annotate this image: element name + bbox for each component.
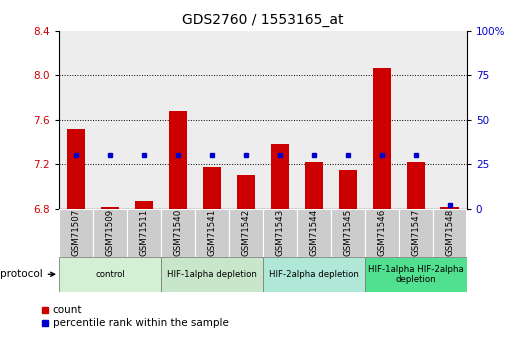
Text: GSM71507: GSM71507 (71, 209, 81, 256)
Text: HIF-1alpha HIF-2alpha
depletion: HIF-1alpha HIF-2alpha depletion (368, 265, 464, 284)
Bar (101, 207, 120, 209)
Bar (297, 31, 331, 209)
Bar (134, 201, 153, 209)
Bar (236, 175, 255, 209)
Text: GSM71545: GSM71545 (343, 209, 352, 256)
Bar (441, 207, 459, 209)
Text: GSM71509: GSM71509 (106, 209, 114, 256)
Bar (365, 31, 399, 209)
Bar (372, 68, 391, 209)
Title: GDS2760 / 1553165_at: GDS2760 / 1553165_at (182, 13, 344, 27)
Text: GSM71541: GSM71541 (207, 209, 216, 256)
Text: GSM71542: GSM71542 (242, 209, 250, 256)
Bar (263, 31, 297, 209)
Bar (195, 31, 229, 209)
Bar (161, 209, 194, 257)
Bar (195, 209, 229, 257)
Bar (229, 209, 263, 257)
Legend: count, percentile rank within the sample: count, percentile rank within the sample (41, 305, 228, 328)
Bar (406, 162, 425, 209)
Text: GSM71511: GSM71511 (140, 209, 148, 256)
Bar (203, 167, 221, 209)
Bar (127, 209, 161, 257)
Bar (127, 31, 161, 209)
Bar (60, 209, 93, 257)
Text: control: control (95, 270, 125, 279)
Bar (399, 209, 432, 257)
Bar (93, 209, 127, 257)
Bar (331, 209, 365, 257)
Bar (93, 31, 127, 209)
Bar (331, 31, 365, 209)
Text: GSM71546: GSM71546 (378, 209, 386, 256)
Bar (305, 162, 323, 209)
Bar (365, 257, 467, 292)
Text: GSM71540: GSM71540 (173, 209, 183, 256)
Text: HIF-2alpha depletion: HIF-2alpha depletion (269, 270, 359, 279)
Bar (229, 31, 263, 209)
Bar (270, 144, 289, 209)
Bar (59, 257, 161, 292)
Text: protocol: protocol (0, 269, 55, 279)
Bar (399, 31, 433, 209)
Bar (169, 111, 187, 209)
Text: GSM71543: GSM71543 (275, 209, 284, 256)
Text: GSM71547: GSM71547 (411, 209, 420, 256)
Bar (67, 129, 85, 209)
Bar (59, 31, 93, 209)
Bar (365, 209, 399, 257)
Bar (263, 257, 365, 292)
Bar (339, 170, 357, 209)
Text: HIF-1alpha depletion: HIF-1alpha depletion (167, 270, 257, 279)
Text: GSM71544: GSM71544 (309, 209, 319, 256)
Bar (433, 31, 467, 209)
Bar (161, 31, 195, 209)
Bar (161, 257, 263, 292)
Bar (297, 209, 330, 257)
Text: GSM71548: GSM71548 (445, 209, 455, 256)
Bar (433, 209, 466, 257)
Bar (263, 209, 297, 257)
